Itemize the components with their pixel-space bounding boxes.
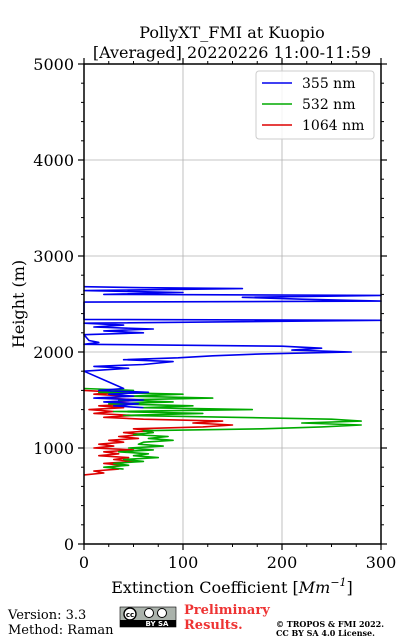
method-text: Method: Raman — [8, 623, 114, 638]
y-tick-label: 1000 — [33, 439, 74, 458]
license-text: CC BY SA 4.0 License. — [276, 628, 375, 638]
chart-title: PollyXT_FMI at Kuopio — [139, 23, 325, 42]
legend-box — [255, 70, 375, 140]
y-tick-label: 2000 — [33, 343, 74, 362]
x-tick-label: 100 — [168, 553, 199, 572]
series-line-355-nm — [83, 285, 382, 409]
x-axis-label-unit: Mm — [298, 578, 331, 597]
x-axis-label-exponent: −1 — [330, 576, 346, 589]
y-tick-label: 4000 — [33, 151, 74, 170]
series-line-532-nm — [83, 387, 362, 470]
cc-logo-letters: cc — [126, 611, 134, 619]
legend-label-355: 355 nm — [302, 76, 355, 92]
x-tick-label: 200 — [267, 553, 298, 572]
x-axis-label-close: ] — [347, 578, 353, 597]
share-alike-icon — [157, 608, 167, 618]
preliminary-text: Preliminary — [184, 603, 270, 618]
x-tick-label: 300 — [366, 553, 397, 572]
cc-license-badge: cc BY SA — [119, 606, 177, 628]
by-person-icon — [144, 608, 154, 618]
x-axis-label-text: Extinction Coefficient [ — [111, 578, 299, 597]
cc-badge-label: BY SA — [146, 620, 170, 628]
x-axis-label: Extinction Coefficient [Mm−1] — [111, 576, 353, 597]
series-layer — [83, 285, 382, 476]
y-tick-label: 3000 — [33, 247, 74, 266]
legend: 355 nm 532 nm 1064 nm — [255, 70, 375, 140]
chart-subtitle: [Averaged] 20220226 11:00-11:59 — [93, 43, 371, 62]
y-axis-label: Height (m) — [9, 260, 28, 348]
cc-badge-strip — [120, 620, 176, 627]
x-tick-label: 0 — [79, 553, 89, 572]
results-text: Results. — [184, 618, 243, 633]
version-text: Version: 3.3 — [7, 608, 86, 623]
cc-logo-icon — [123, 607, 137, 621]
y-tick-label: 5000 — [33, 55, 74, 74]
legend-label-532: 532 nm — [302, 97, 355, 113]
legend-label-1064: 1064 nm — [302, 118, 364, 134]
copyright-text: © TROPOS & FMI 2022. — [276, 619, 384, 629]
y-tick-label: 0 — [64, 535, 74, 554]
